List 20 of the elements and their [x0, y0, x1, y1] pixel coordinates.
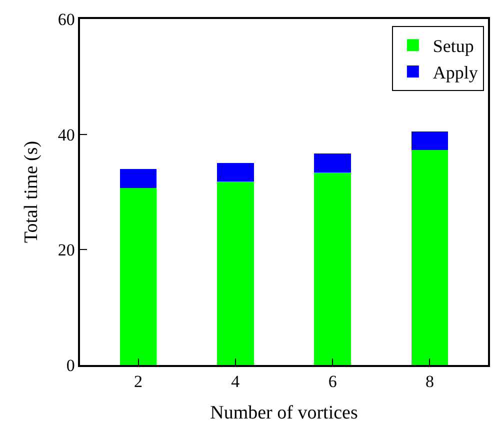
x-tick-label: 6 — [328, 372, 337, 392]
y-tick-label: 20 — [58, 240, 75, 260]
bar — [216, 182, 254, 365]
bar — [314, 172, 352, 365]
y-tick-label: 0 — [66, 356, 75, 375]
y-axis-title: Total time (s) — [21, 140, 42, 244]
x-tick-label: 8 — [425, 372, 434, 392]
x-tick-label: 4 — [231, 372, 240, 392]
bar — [120, 168, 157, 188]
bar — [411, 150, 448, 365]
bar — [411, 131, 448, 150]
bar — [120, 188, 157, 365]
y-tick-label: 40 — [58, 125, 75, 144]
bar — [216, 163, 254, 182]
legend-label: Setup — [432, 36, 474, 56]
legend-label: Apply — [432, 62, 478, 83]
x-axis-title: Number of vortices — [210, 402, 358, 424]
x-tick-label: 2 — [134, 372, 143, 392]
y-tick-label: 60 — [58, 10, 75, 29]
bar — [314, 153, 352, 172]
